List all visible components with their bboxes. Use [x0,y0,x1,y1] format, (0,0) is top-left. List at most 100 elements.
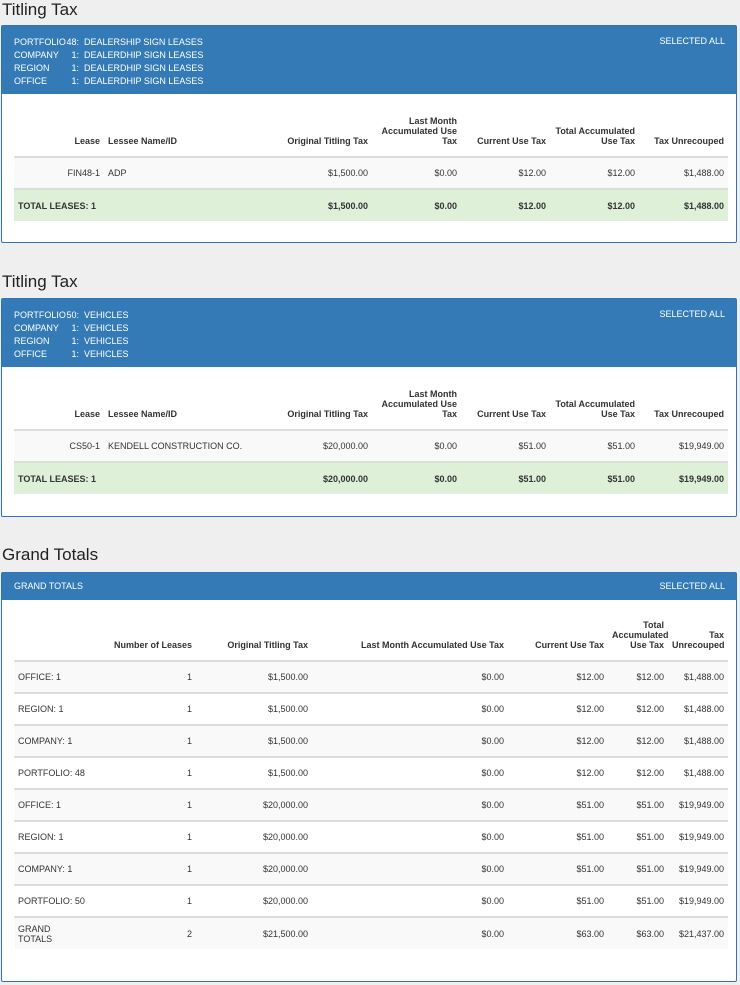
panel-header: PORTFOLIO50: VEHICLES COMPANY 1: VEHICLES R… [2,299,736,367]
panel-body: Number of Leases Original Titling Tax La… [2,600,736,983]
total-last-month: $0.00 [434,473,457,484]
selected-all-link[interactable]: SELECTED ALL [659,581,725,591]
original-titling-tax: $20,000.00 [262,864,308,874]
lease-id: FIN48-1 [67,168,100,178]
tax-unrecouped: $1,488.00 [683,736,724,746]
filter-line-portfolio: PORTFOLIO50: VEHICLES [14,310,129,320]
number-of-leases: 1 [186,736,192,746]
total-unrecouped: $1,488.00 [683,200,724,211]
table-row[interactable]: COMPANY: 1 1 $20,000.00 $0.00 $51.00 $51.00 $1… [14,853,728,885]
number-of-leases: 2 [186,928,192,939]
level-label: PORTFOLIO: 48 [18,768,85,778]
table-row[interactable]: GRAND TOTALS 2 $21,500.00 $0.00 $63.00 $63.00… [14,917,728,949]
current-use-tax: $12.00 [518,168,546,178]
total-accumulated: $12.00 [636,768,664,778]
level-label: PORTFOLIO: 50 [18,896,85,906]
col-current-use-tax[interactable]: Current Use Tax [477,136,546,146]
lease-table: Lease Lessee Name/ID Original Titling Ta… [14,389,728,494]
lease-table: Lease Lessee Name/ID Original Titling Ta… [14,116,728,221]
table-row[interactable]: OFFICE: 1 1 $1,500.00 $0.00 $12.00 $12.00 $1,4… [14,661,728,693]
table-row[interactable]: PORTFOLIO: 50 1 $20,000.00 $0.00 $51.00 $51.0… [14,885,728,917]
filter-line-portfolio: PORTFOLIO48: DEALERSHIP SIGN LEASES [14,37,203,47]
col-lease[interactable]: Lease [74,409,100,419]
col-tax-unrecouped[interactable]: Tax Unrecouped [672,630,725,650]
table-row[interactable]: CS50-1 KENDELL CONSTRUCTION CO. $20,000.… [14,430,728,462]
last-month-accumulated: $0.00 [481,736,504,746]
tax-unrecouped: $19,949.00 [678,800,724,810]
total-accumulated: $12.00 [636,736,664,746]
total-accumulated: $12.00 [636,704,664,714]
section-title: Titling Tax [2,272,78,291]
col-original-titling-tax[interactable]: Original Titling Tax [287,136,368,146]
col-total-accumulated[interactable]: Total Accumulated Use Tax [555,126,635,146]
last-month-accumulated: $0.00 [481,800,504,810]
number-of-leases: 1 [186,896,192,906]
grand-totals-panel: GRAND TOTALS SELECTED ALL Number of Leas… [1,572,737,982]
col-lessee[interactable]: Lessee Name/ID [108,409,178,419]
col-number-of-leases[interactable]: Number of Leases [113,640,192,650]
table-row[interactable]: FIN48-1 ADP $1,500.00 $0.00 $12.00 $12.0… [14,157,728,189]
table-row[interactable]: REGION: 1 1 $20,000.00 $0.00 $51.00 $51.00 $19… [14,821,728,853]
table-row[interactable]: COMPANY: 1 1 $1,500.00 $0.00 $12.00 $12.00 $1,… [14,725,728,757]
panel-header: PORTFOLIO48: DEALERSHIP SIGN LEASES COMPA… [2,26,736,94]
grand-totals-body: OFFICE: 1 1 $1,500.00 $0.00 $12.00 $12.00 $1,4… [14,661,728,949]
col-original-titling-tax[interactable]: Original Titling Tax [227,640,308,650]
tax-unrecouped: $21,437.00 [678,928,724,939]
total-current: $51.00 [518,473,546,484]
selected-all-link[interactable]: SELECTED ALL [659,309,725,319]
total-leases-label: TOTAL LEASES: 1 [18,200,97,211]
table-header-row: Lease Lessee Name/ID Original Titling Ta… [14,116,728,157]
last-month-accumulated: $0.00 [481,928,504,939]
current-use-tax: $12.00 [576,736,604,746]
selected-all-link[interactable]: SELECTED ALL [659,36,725,46]
total-accumulated: $51.00 [636,896,664,906]
col-original-titling-tax[interactable]: Original Titling Tax [287,409,368,419]
section-title: Titling Tax [2,0,78,19]
col-current-use-tax[interactable]: Current Use Tax [477,409,546,419]
tax-unrecouped: $1,488.00 [683,168,724,178]
current-use-tax: $51.00 [576,800,604,810]
grand-totals-title: Grand Totals [2,545,99,564]
total-original: $1,500.00 [327,200,368,211]
grand-totals-header-label: GRAND TOTALS [14,581,84,591]
col-total-accumulated[interactable]: Total Accumulated Use Tax [612,620,669,650]
tax-unrecouped: $19,949.00 [678,832,724,842]
table-row[interactable]: REGION: 1 1 $1,500.00 $0.00 $12.00 $12.00 $1,4… [14,693,728,725]
total-accumulated-sum: $51.00 [607,473,635,484]
total-unrecouped: $19,949.00 [678,473,724,484]
original-titling-tax: $1,500.00 [267,736,308,746]
filter-lines: PORTFOLIO48: DEALERSHIP SIGN LEASES COMPA… [14,36,203,88]
current-use-tax: $12.00 [576,768,604,778]
col-last-month-accumulated[interactable]: Last Month Accumulated Use Tax [381,389,457,419]
col-tax-unrecouped[interactable]: Tax Unrecouped [654,409,724,419]
table-header-row: Lease Lessee Name/ID Original Titling Ta… [14,389,728,430]
total-leases-label: TOTAL LEASES: 1 [18,473,97,484]
total-current: $12.00 [518,200,546,211]
col-total-accumulated[interactable]: Total Accumulated Use Tax [555,399,635,419]
level-label: OFFICE: 1 [18,672,62,682]
col-lease[interactable]: Lease [74,136,100,146]
number-of-leases: 1 [186,864,192,874]
col-last-month-accumulated[interactable]: Last Month Accumulated Use Tax [381,116,457,146]
col-current-use-tax[interactable]: Current Use Tax [535,640,604,650]
level-label: COMPANY: 1 [18,736,73,746]
current-use-tax: $51.00 [576,832,604,842]
table-row[interactable]: PORTFOLIO: 48 1 $1,500.00 $0.00 $12.00 $12.00… [14,757,728,789]
lessee-name: ADP [108,168,127,178]
total-accumulated-sum: $12.00 [607,200,635,211]
table-row[interactable]: OFFICE: 1 1 $20,000.00 $0.00 $51.00 $51.00 $19… [14,789,728,821]
titling-tax-panel: PORTFOLIO50: VEHICLES COMPANY 1: VEHICLES R… [1,298,737,517]
original-titling-tax: $1,500.00 [267,768,308,778]
col-last-month-accumulated[interactable]: Last Month Accumulated Use Tax [360,640,504,650]
panel-body: Lease Lessee Name/ID Original Titling Ta… [2,367,736,516]
titling-tax-panel: PORTFOLIO48: DEALERSHIP SIGN LEASES COMPA… [1,25,737,243]
col-tax-unrecouped[interactable]: Tax Unrecouped [654,136,724,146]
total-accumulated: $12.00 [607,168,635,178]
tax-unrecouped: $19,949.00 [678,864,724,874]
level-label: OFFICE: 1 [18,800,62,810]
col-lessee[interactable]: Lessee Name/ID [108,136,178,146]
original-titling-tax: $20,000.00 [262,832,308,842]
filter-lines: PORTFOLIO50: VEHICLES COMPANY 1: VEHICLES R… [14,309,129,361]
current-use-tax: $12.00 [576,672,604,682]
last-month-accumulated: $0.00 [481,672,504,682]
